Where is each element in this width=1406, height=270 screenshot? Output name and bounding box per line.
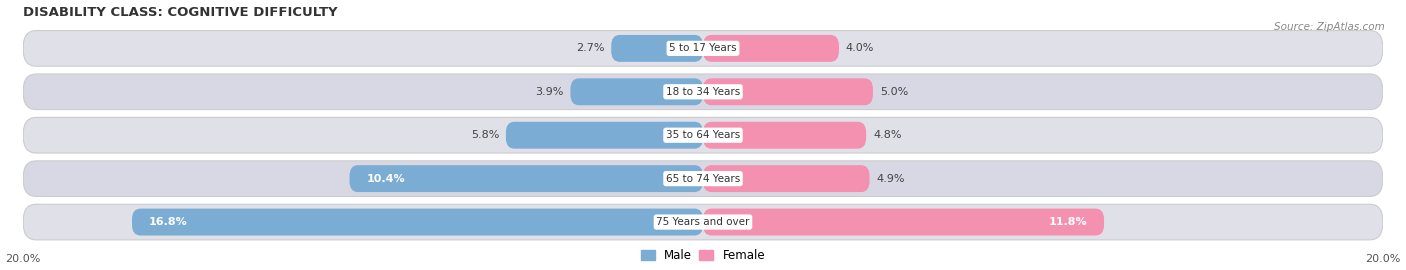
FancyBboxPatch shape	[350, 165, 703, 192]
Text: Source: ZipAtlas.com: Source: ZipAtlas.com	[1274, 22, 1385, 32]
FancyBboxPatch shape	[703, 35, 839, 62]
FancyBboxPatch shape	[703, 122, 866, 149]
Text: 35 to 64 Years: 35 to 64 Years	[666, 130, 740, 140]
Text: 65 to 74 Years: 65 to 74 Years	[666, 174, 740, 184]
Text: DISABILITY CLASS: COGNITIVE DIFFICULTY: DISABILITY CLASS: COGNITIVE DIFFICULTY	[24, 6, 337, 19]
Text: 75 Years and over: 75 Years and over	[657, 217, 749, 227]
Text: 4.0%: 4.0%	[846, 43, 875, 53]
FancyBboxPatch shape	[24, 117, 1382, 153]
Text: 3.9%: 3.9%	[536, 87, 564, 97]
FancyBboxPatch shape	[703, 209, 1104, 235]
Text: 4.9%: 4.9%	[876, 174, 905, 184]
FancyBboxPatch shape	[24, 161, 1382, 197]
FancyBboxPatch shape	[24, 204, 1382, 240]
Text: 2.7%: 2.7%	[576, 43, 605, 53]
Legend: Male, Female: Male, Female	[641, 249, 765, 262]
FancyBboxPatch shape	[24, 31, 1382, 66]
FancyBboxPatch shape	[24, 74, 1382, 110]
Text: 16.8%: 16.8%	[149, 217, 188, 227]
FancyBboxPatch shape	[571, 78, 703, 105]
Text: 5.8%: 5.8%	[471, 130, 499, 140]
FancyBboxPatch shape	[132, 209, 703, 235]
FancyBboxPatch shape	[612, 35, 703, 62]
FancyBboxPatch shape	[703, 78, 873, 105]
Text: 5.0%: 5.0%	[880, 87, 908, 97]
Text: 4.8%: 4.8%	[873, 130, 901, 140]
Text: 5 to 17 Years: 5 to 17 Years	[669, 43, 737, 53]
Text: 10.4%: 10.4%	[367, 174, 405, 184]
FancyBboxPatch shape	[703, 165, 869, 192]
Text: 11.8%: 11.8%	[1049, 217, 1087, 227]
FancyBboxPatch shape	[506, 122, 703, 149]
Text: 18 to 34 Years: 18 to 34 Years	[666, 87, 740, 97]
